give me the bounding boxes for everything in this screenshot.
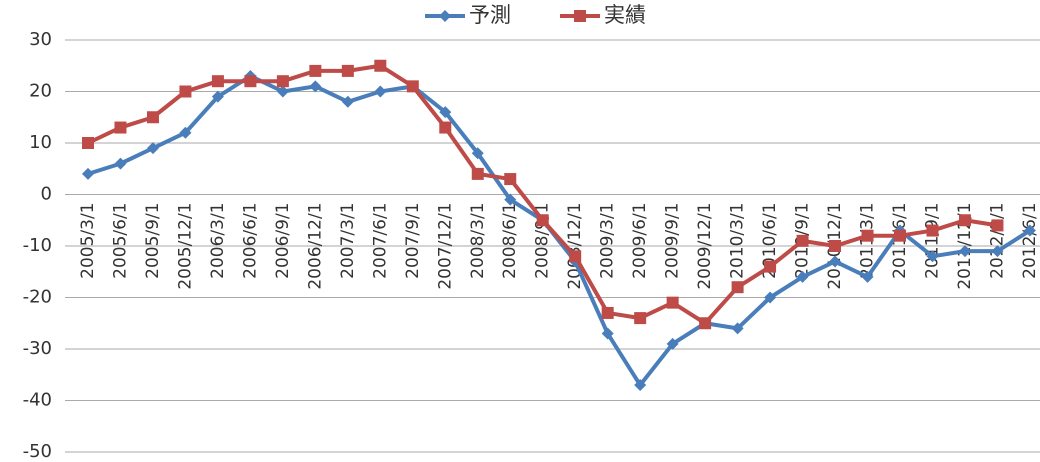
marker [764, 291, 777, 304]
y-tick-label: -10 [23, 235, 52, 256]
x-tick-label: 2009/12/1 [695, 203, 715, 290]
marker [146, 142, 159, 155]
marker [991, 245, 1004, 258]
x-tick-label: 2008/6/1 [500, 203, 520, 279]
marker [991, 219, 1004, 232]
marker [699, 317, 712, 330]
y-tick-label: 20 [29, 81, 52, 102]
marker [374, 59, 387, 72]
legend-marker [574, 10, 586, 22]
marker [829, 240, 842, 252]
x-tick-label: 2012/6/1 [1020, 203, 1040, 279]
marker [179, 85, 192, 98]
marker [504, 193, 517, 206]
marker [211, 90, 224, 103]
marker [731, 322, 744, 335]
marker [634, 312, 647, 325]
marker [82, 137, 94, 149]
marker [666, 296, 679, 309]
marker [894, 229, 906, 242]
series [82, 59, 1004, 330]
marker [406, 80, 419, 93]
x-tick-label: 2005/12/1 [175, 203, 195, 290]
y-tick-label: -20 [23, 287, 52, 308]
marker [958, 245, 971, 258]
marker [569, 250, 582, 263]
x-tick-label: 2007/6/1 [370, 203, 390, 279]
y-tick-label: -30 [23, 338, 52, 359]
y-tick-label: 0 [41, 184, 52, 205]
marker [536, 214, 549, 227]
marker [309, 80, 322, 93]
marker [439, 106, 452, 119]
line [87, 74, 1031, 388]
x-tick-label: 2006/6/1 [240, 203, 260, 279]
marker [309, 64, 322, 77]
y-tick-label: -40 [23, 390, 52, 411]
marker [601, 306, 614, 319]
marker [276, 85, 289, 98]
x-tick-label: 2006/12/1 [305, 203, 325, 290]
x-tick-label: 2008/3/1 [468, 203, 488, 279]
x-tick-label: 2007/3/1 [338, 203, 358, 279]
marker [341, 64, 354, 77]
marker [211, 75, 224, 88]
x-tick-label: 2010/6/1 [760, 203, 780, 279]
x-tick-label: 2006/3/1 [208, 203, 228, 279]
y-tick-label: 10 [29, 132, 52, 153]
legend-item: 予測 [425, 3, 511, 27]
marker [796, 234, 809, 247]
x-tick-label: 2007/9/1 [403, 203, 423, 279]
marker [861, 229, 874, 242]
marker [114, 157, 127, 170]
marker [764, 260, 777, 273]
marker [374, 85, 387, 98]
marker [179, 126, 192, 139]
marker [471, 167, 484, 180]
x-tick-label: 2012/3/1 [987, 203, 1007, 279]
marker [504, 173, 517, 186]
marker [471, 147, 484, 160]
x-tick-label: 2009/6/1 [630, 203, 650, 279]
x-tick-label: 2009/9/1 [663, 203, 683, 279]
y-tick-label: 30 [29, 29, 52, 50]
marker [731, 281, 744, 294]
legend-label: 予測 [469, 3, 511, 27]
marker [1023, 224, 1036, 237]
legend-marker [439, 10, 451, 22]
marker [666, 337, 679, 350]
marker [926, 250, 939, 263]
x-tick-label: 2006/9/1 [273, 203, 293, 279]
marker [244, 75, 257, 88]
x-tick-label: 2005/6/1 [110, 203, 130, 279]
x-tick-label: 2009/3/1 [598, 203, 618, 279]
marker [341, 95, 354, 108]
x-tick-label: 2005/9/1 [143, 203, 163, 279]
marker [146, 111, 159, 124]
marker [439, 121, 452, 134]
marker [114, 121, 127, 134]
marker [829, 255, 842, 268]
marker [958, 214, 971, 227]
x-tick-label: 2007/12/1 [435, 203, 455, 290]
marker [601, 327, 614, 340]
legend-label: 実績 [604, 3, 646, 27]
x-tick-label: 2005/3/1 [78, 203, 98, 279]
marker [634, 379, 647, 392]
x-tick-label: 2011/9/1 [922, 203, 942, 279]
marker [861, 270, 874, 283]
x-tick-label: 2010/3/1 [728, 203, 748, 279]
marker [796, 270, 809, 283]
marker [926, 224, 939, 237]
legend-item: 実績 [560, 3, 646, 27]
y-tick-label: -50 [23, 441, 52, 462]
marker [276, 75, 289, 88]
marker [82, 167, 94, 180]
